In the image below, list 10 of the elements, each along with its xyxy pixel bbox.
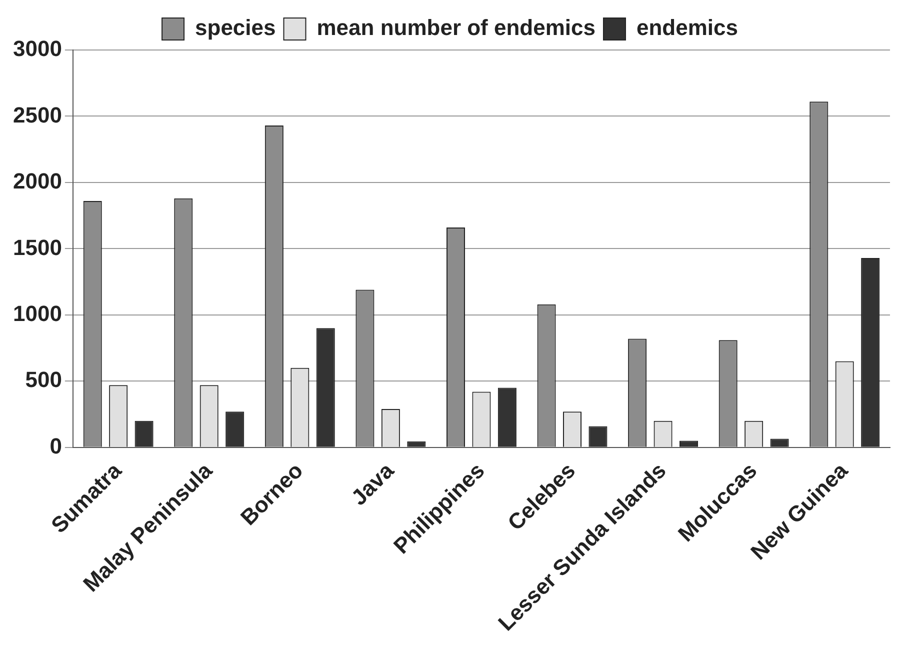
legend-label: species (195, 15, 276, 40)
y-tick-label: 1000 (12, 300, 62, 326)
legend-label: endemics (636, 15, 738, 40)
y-tick-label: 500 (25, 367, 62, 392)
y-tick-label: 0 (50, 433, 62, 458)
legend-label: mean number of endemics (316, 15, 596, 40)
y-tick-label: 3000 (12, 36, 62, 62)
y-tick-label: 2000 (12, 168, 62, 194)
y-tick-label: 2500 (12, 102, 62, 128)
y-tick-label: 1500 (12, 234, 62, 260)
